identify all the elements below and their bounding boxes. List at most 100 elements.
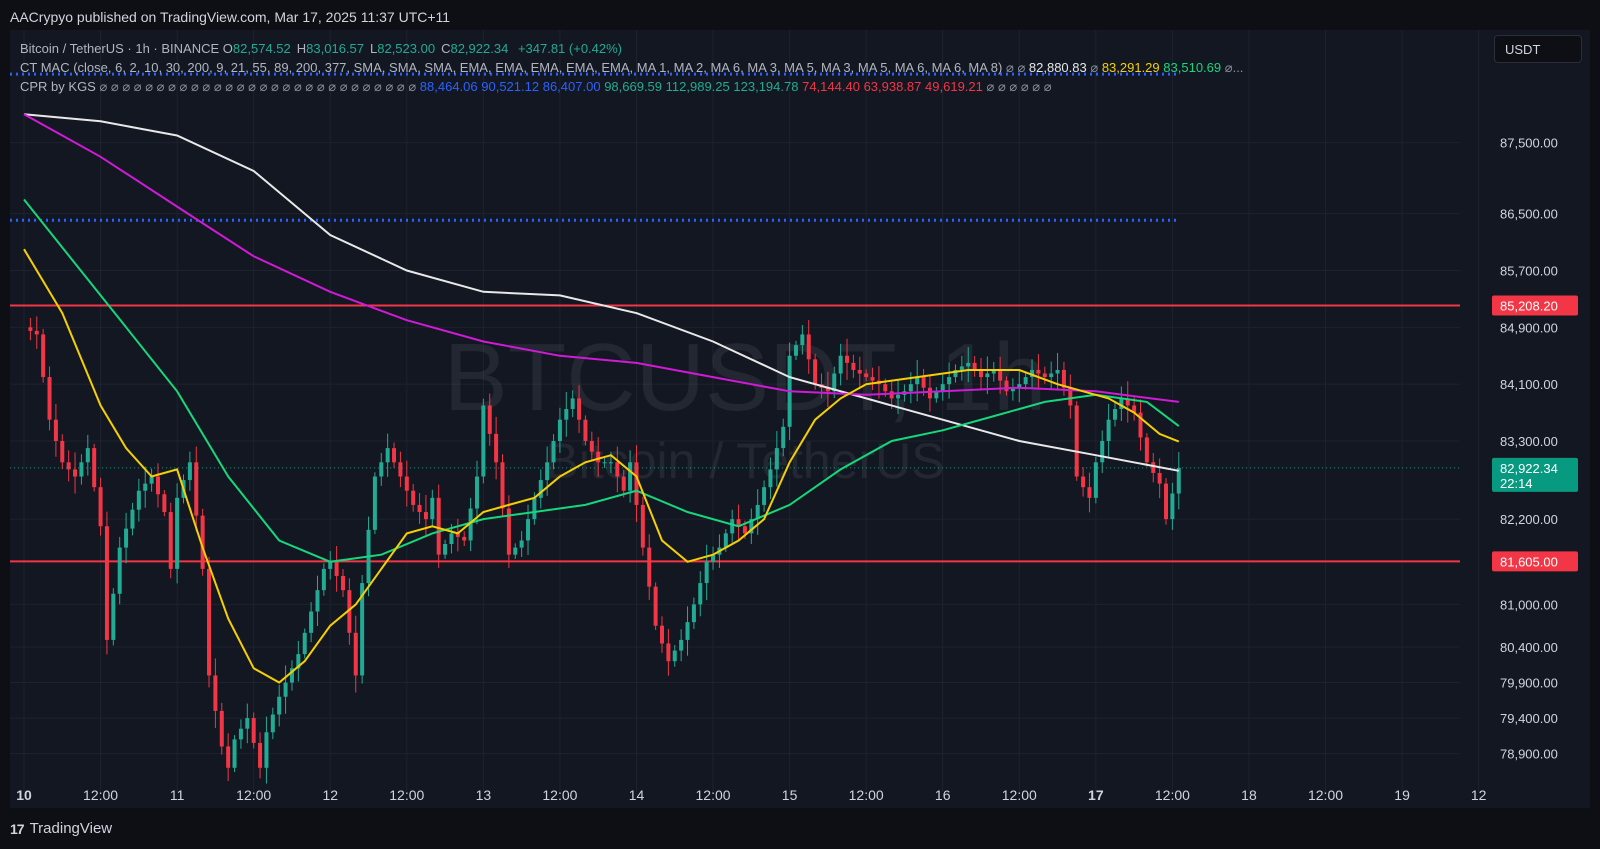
candle-body xyxy=(1010,387,1015,392)
y-tick-label: 87,500.00 xyxy=(1500,136,1558,151)
candle-body xyxy=(838,355,843,374)
candle-body xyxy=(73,469,78,477)
candle-body xyxy=(1042,373,1047,378)
candle-body xyxy=(602,462,607,464)
candle-body xyxy=(98,487,103,527)
candle-body xyxy=(207,568,212,676)
cpr-indicator-name[interactable]: CPR by KGS xyxy=(20,79,96,94)
candle-body xyxy=(966,362,971,367)
watermark-name: Bitcoin / TetherUS xyxy=(545,433,944,489)
candle-body xyxy=(449,533,454,545)
candle-body xyxy=(238,728,243,740)
candle-body xyxy=(608,462,613,464)
legend-title[interactable]: Bitcoin / TetherUS · 1h · BINANCE xyxy=(20,41,220,56)
y-tick-label: 79,900.00 xyxy=(1500,676,1558,691)
ohlc-key-l: L xyxy=(370,41,378,56)
price-label-countdown: 22:14 xyxy=(1500,476,1533,491)
candle-body xyxy=(168,512,173,569)
candle-body xyxy=(1164,483,1169,520)
candle-body xyxy=(1081,476,1086,488)
candle-body xyxy=(1106,419,1111,441)
chart-area[interactable]: BTCUSDT, 1h Bitcoin / TetherUS 87,500.00 86… xyxy=(10,30,1590,808)
candle-body xyxy=(774,448,779,470)
y-tick-label: 83,300.00 xyxy=(1500,434,1558,449)
legend-ma-indicator[interactable]: CT MAC (close, 6, 2, 10, 30, 200, 9, 21,… xyxy=(20,60,1243,76)
candle-body xyxy=(270,714,275,733)
candle-body xyxy=(468,508,473,541)
candle-body xyxy=(621,476,626,491)
moving-average-line-2 xyxy=(23,113,1179,403)
candle-body xyxy=(385,448,390,463)
price-label: 81,605.00 xyxy=(1500,554,1558,569)
candle-body xyxy=(755,504,760,520)
y-tick-label: 85,700.00 xyxy=(1500,264,1558,279)
candle-body xyxy=(857,369,862,374)
price-label: 85,208.20 xyxy=(1500,298,1558,313)
candle-body xyxy=(245,718,250,729)
candle-body xyxy=(532,497,537,520)
candle-body xyxy=(124,528,129,548)
ohlc-value-c: 82,922.34 xyxy=(450,41,509,56)
x-tick-label: 11 xyxy=(170,787,185,803)
cpr-green-3: 123,194.78 xyxy=(733,79,799,94)
candle-body xyxy=(640,504,645,548)
legend-cpr-indicator[interactable]: CPR by KGS ⌀ ⌀ ⌀ ⌀ ⌀ ⌀ ⌀ ⌀ ⌀ ⌀ ⌀ ⌀ ⌀ ⌀ ⌀… xyxy=(20,79,1052,95)
currency-selector[interactable]: USDT xyxy=(1494,35,1582,63)
candle-body xyxy=(959,366,964,370)
candle-body xyxy=(570,398,575,410)
y-tick-label: 84,100.00 xyxy=(1500,377,1558,392)
ma-symbol: ⌀ xyxy=(1090,60,1099,75)
candle-body xyxy=(730,519,735,534)
candle-body xyxy=(149,476,154,484)
x-tick-label: 17 xyxy=(1088,787,1104,803)
candle-body xyxy=(372,476,377,530)
cpr-blue-1: 88,464.06 xyxy=(419,79,478,94)
candle-body xyxy=(455,533,460,537)
candle-body xyxy=(443,544,448,555)
candle-body xyxy=(1151,462,1156,473)
candle-body xyxy=(289,668,294,683)
moving-average-line-4 xyxy=(23,248,1180,684)
candle-body xyxy=(53,419,58,441)
candle-body xyxy=(742,526,747,534)
x-tick-label: 12:00 xyxy=(696,787,731,803)
ma-prefix-symbols: ⌀ ⌀ xyxy=(1006,60,1026,75)
x-tick-label: 13 xyxy=(476,787,492,803)
candle-body xyxy=(187,462,192,481)
candle-body xyxy=(1004,380,1009,392)
candle-body xyxy=(353,632,358,676)
x-tick-label: 19 xyxy=(1394,787,1410,803)
candle-body xyxy=(28,327,33,331)
ma-indicator-name[interactable]: CT MAC (close, 6, 2, 10, 30, 200, 9, 21,… xyxy=(20,60,1003,75)
candle-body xyxy=(85,448,90,463)
y-tick-label: 80,400.00 xyxy=(1500,640,1558,655)
legend-ohlc[interactable]: Bitcoin / TetherUS · 1h · BINANCE O82,57… xyxy=(20,41,622,56)
candle-body xyxy=(213,675,218,711)
candle-body xyxy=(781,426,786,449)
candle-body xyxy=(379,462,384,477)
candle-body xyxy=(1061,369,1066,388)
price-label-bg xyxy=(1492,295,1578,316)
price-label-bg xyxy=(1492,457,1578,492)
candle-body xyxy=(1023,377,1028,385)
candle-body xyxy=(398,462,403,477)
candle-body xyxy=(347,590,352,633)
candle-body xyxy=(404,476,409,491)
candle-body xyxy=(660,625,664,644)
y-tick-label: 86,500.00 xyxy=(1500,207,1558,222)
candle-body xyxy=(175,497,180,569)
candle-body xyxy=(583,419,588,441)
candle-body xyxy=(1049,373,1054,378)
candle-body xyxy=(60,441,65,463)
cpr-prefix-symbols: ⌀ ⌀ ⌀ ⌀ ⌀ ⌀ ⌀ ⌀ ⌀ ⌀ ⌀ ⌀ ⌀ ⌀ ⌀ ⌀ ⌀ ⌀ ⌀ ⌀ … xyxy=(99,79,417,94)
candle-body xyxy=(1030,369,1035,378)
candle-body xyxy=(321,568,326,591)
candle-body xyxy=(577,398,582,420)
candle-body xyxy=(258,742,263,768)
candle-body xyxy=(34,330,39,335)
candle-body xyxy=(392,448,397,463)
candle-body xyxy=(723,533,728,548)
candle-body xyxy=(219,710,224,747)
tradingview-logo[interactable]: 17 TradingView xyxy=(10,820,112,837)
